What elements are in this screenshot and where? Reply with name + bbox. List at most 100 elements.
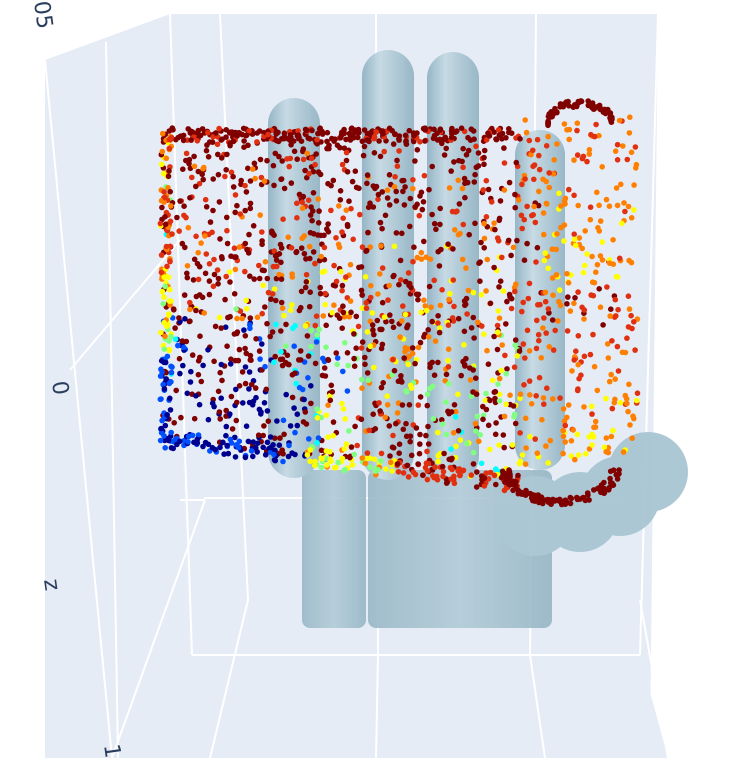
- data-point: [302, 323, 309, 329]
- data-point: [337, 188, 344, 194]
- data-point: [364, 137, 370, 143]
- data-point: [513, 478, 519, 485]
- data-point: [400, 426, 407, 433]
- data-point: [460, 164, 466, 171]
- data-point: [163, 155, 170, 162]
- data-point: [626, 381, 632, 388]
- data-point: [351, 363, 358, 370]
- data-point: [531, 162, 538, 168]
- data-point: [495, 381, 501, 388]
- data-point: [303, 271, 310, 278]
- data-point: [391, 184, 398, 190]
- data-point: [585, 492, 591, 498]
- data-point: [503, 401, 509, 408]
- data-point: [503, 321, 509, 327]
- data-point: [571, 157, 577, 163]
- data-point: [396, 450, 403, 457]
- data-point: [501, 413, 508, 420]
- data-point: [400, 470, 407, 476]
- data-point: [389, 468, 395, 474]
- data-point: [214, 267, 221, 273]
- data-point: [185, 439, 191, 445]
- data-point: [348, 309, 354, 316]
- data-point: [375, 191, 382, 198]
- data-point: [232, 454, 239, 460]
- data-point: [543, 330, 549, 336]
- data-point: [443, 480, 450, 486]
- data-point: [321, 268, 328, 275]
- data-point: [510, 244, 517, 251]
- data-point: [262, 363, 268, 370]
- data-point: [415, 402, 422, 408]
- data-point: [342, 340, 348, 346]
- data-point: [265, 418, 272, 425]
- data-point: [483, 214, 490, 220]
- data-point: [519, 308, 525, 315]
- data-point: [195, 432, 202, 438]
- data-point: [517, 395, 523, 402]
- data-point: [381, 314, 388, 320]
- data-point: [436, 325, 443, 331]
- data-point: [517, 136, 523, 142]
- data-point: [185, 126, 191, 132]
- data-point: [425, 327, 432, 333]
- data-point: [187, 379, 194, 385]
- data-point: [285, 361, 291, 368]
- data-point: [159, 130, 166, 137]
- data-point: [379, 189, 386, 195]
- data-point: [508, 305, 515, 312]
- data-point: [351, 451, 358, 458]
- data-point: [593, 121, 599, 128]
- data-point: [615, 368, 622, 374]
- data-point: [268, 444, 274, 451]
- data-point: [472, 220, 478, 227]
- data-point: [222, 324, 229, 331]
- data-point: [230, 173, 236, 180]
- data-point: [483, 390, 489, 397]
- data-point: [303, 127, 310, 134]
- data-point: [215, 171, 222, 178]
- data-point: [542, 250, 549, 256]
- data-point: [405, 322, 411, 329]
- data-point: [535, 331, 542, 338]
- data-point: [301, 250, 308, 257]
- data-point: [215, 388, 222, 395]
- data-point: [375, 291, 381, 297]
- data-point: [587, 216, 594, 223]
- data-point: [202, 270, 209, 277]
- data-point: [191, 163, 198, 170]
- data-point: [305, 375, 311, 381]
- data-point: [245, 165, 251, 172]
- data-point: [245, 438, 252, 445]
- data-point: [364, 180, 370, 187]
- data-point: [547, 437, 554, 444]
- data-point: [256, 275, 263, 282]
- data-point: [166, 145, 173, 152]
- data-point: [242, 240, 249, 247]
- data-point: [175, 134, 182, 141]
- data-point: [344, 350, 351, 356]
- data-point: [172, 336, 179, 343]
- data-point: [214, 141, 221, 148]
- data-point: [511, 411, 518, 418]
- data-point: [521, 216, 527, 223]
- data-point: [491, 472, 498, 479]
- data-point: [544, 385, 550, 392]
- data-point: [439, 417, 445, 423]
- data-point: [278, 136, 285, 142]
- data-point: [536, 337, 542, 344]
- data-point: [400, 177, 407, 184]
- data-point: [424, 391, 431, 398]
- data-point: [613, 185, 620, 191]
- data-point: [189, 352, 196, 358]
- data-point: [403, 388, 409, 394]
- data-point: [338, 268, 344, 275]
- data-point: [574, 496, 581, 503]
- data-point: [533, 345, 540, 352]
- data-point: [223, 432, 229, 439]
- data-point: [631, 207, 637, 213]
- data-point: [399, 402, 406, 408]
- data-point: [432, 338, 439, 345]
- data-point: [392, 174, 398, 180]
